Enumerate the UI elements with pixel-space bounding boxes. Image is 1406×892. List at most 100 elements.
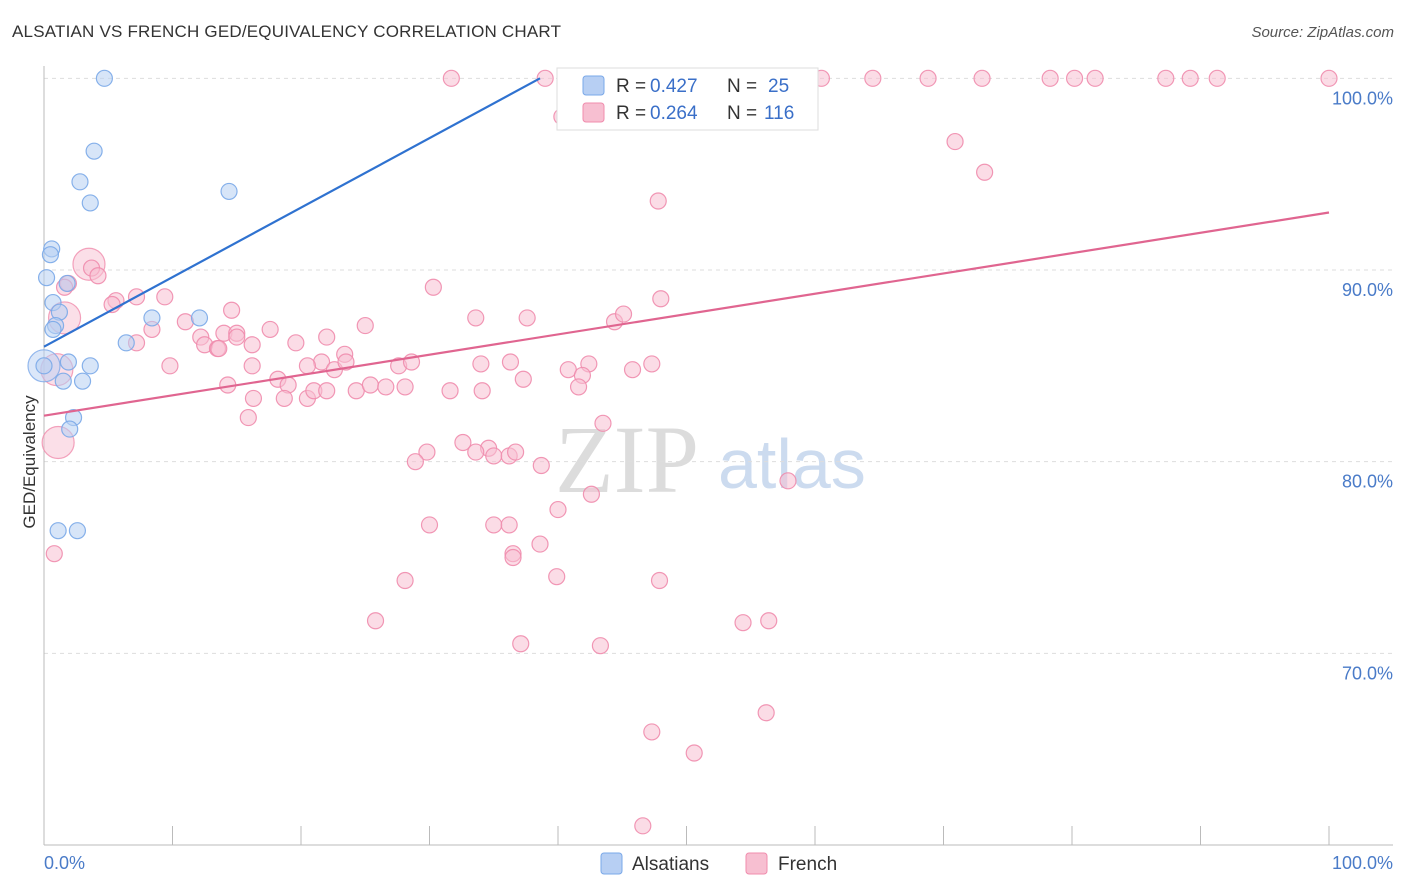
alsatians-point [41,246,60,264]
french-point [1086,69,1104,87]
stats-legend: R = 0.427 N = 25 R = 0.264 N = 116 [556,67,819,131]
french-point [243,357,261,375]
french-point [1041,69,1059,87]
axes [43,66,1393,846]
french-point [594,414,612,432]
french-point [418,443,436,461]
french-n-value: 116 [764,103,794,124]
alsatians-point [220,182,238,201]
french-point [1181,69,1199,87]
french-n-label: N = [727,103,757,124]
french-point [548,568,566,586]
french-point [318,328,336,346]
chart-title: ALSATIAN VS FRENCH GED/EQUIVALENCY CORRE… [12,22,562,41]
french-point [337,353,355,371]
alsatians-point [59,353,78,371]
trend-lines [43,77,1330,417]
french-point [424,278,442,296]
alsatians-point [58,274,76,293]
french-point [518,309,536,327]
french-point [228,328,246,346]
french-point [973,69,991,87]
french-swatch [582,102,605,123]
french-point [582,485,601,503]
french-point [406,453,424,471]
alsatians-point [35,357,53,375]
french-point [504,548,522,567]
french-point [643,355,661,373]
french-point [1157,69,1175,87]
alsatians-point [71,173,89,191]
alsatians-point [81,357,99,375]
french-point [223,301,241,319]
y-axis-label: GED/Equivalency [20,395,39,529]
watermark-zip: ZIP [555,406,699,513]
french-point [779,472,797,490]
french-point [318,382,336,400]
series-legend: Alsatians French [600,852,837,875]
french-point [467,443,485,461]
french-point [506,443,525,461]
french-point [243,336,261,354]
french-point [361,376,379,394]
french-point [512,635,530,653]
french-r-value: 0.264 [650,103,698,124]
french-point [652,290,670,308]
french-point [485,516,503,534]
alsatians-n-label: N = [727,76,757,97]
alsatians-point [49,522,67,540]
french-point [45,545,63,563]
french-point [467,309,485,327]
french-point [377,378,395,396]
french-point [549,500,567,519]
french-point [366,612,385,630]
french-point [176,313,194,331]
french-point [734,614,752,632]
alsatians-r-label: R = [616,76,646,97]
french-point [614,305,633,323]
french-point [396,378,414,396]
french-point [156,288,174,306]
alsatians-point [73,372,92,390]
french-point [1320,69,1338,87]
french-point [441,382,459,400]
watermark: ZIP atlas [555,406,866,513]
alsatians-trend-line [43,77,541,348]
alsatians-point [81,194,99,212]
french-point [649,192,667,210]
french-point [501,353,520,371]
french-point [210,339,228,358]
alsatians-point [85,142,103,160]
legend-alsatians-label: Alsatians [632,854,709,875]
french-point [685,744,703,762]
french-point [650,571,669,590]
french-point [472,355,490,373]
y-tick-label: 70.0% [1342,663,1393,683]
alsatians-point [190,309,209,327]
french-point [864,69,882,87]
french-point [757,704,775,722]
x-tick-label-min: 0.0% [44,853,85,873]
x-tick-label-max: 100.0% [1332,853,1393,873]
french-point [161,357,179,375]
alsatians-point [37,269,56,287]
alsatians-n-value: 25 [768,76,789,97]
french-point [239,408,257,427]
x-ticks: 0.0% 100.0% [43,826,1393,873]
french-point [531,535,549,553]
french-point [1208,69,1226,87]
alsatians-point [61,420,79,438]
french-point [760,612,778,630]
french-point [89,267,107,285]
french-point [643,723,661,741]
legend-french-swatch [745,852,768,875]
french-point [244,389,263,408]
watermark-atlas: atlas [718,425,866,503]
french-point [442,69,460,87]
french-point [976,163,994,181]
y-tick-label: 80.0% [1342,472,1393,492]
french-point [946,132,964,151]
alsatians-point [117,334,135,352]
french-point [473,382,491,400]
